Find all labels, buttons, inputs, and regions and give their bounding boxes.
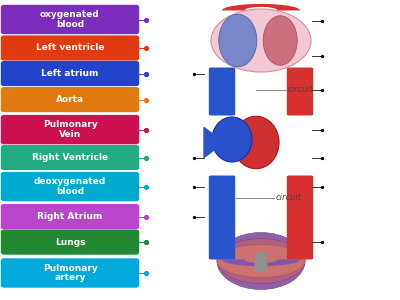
Text: Left atrium: Left atrium: [41, 69, 99, 78]
FancyBboxPatch shape: [287, 68, 313, 116]
Ellipse shape: [217, 244, 305, 278]
FancyBboxPatch shape: [1, 5, 139, 34]
Text: Pulmonary
artery: Pulmonary artery: [43, 264, 97, 282]
FancyBboxPatch shape: [209, 68, 235, 116]
Text: Aorta: Aorta: [56, 95, 84, 104]
Text: Lungs: Lungs: [55, 238, 85, 247]
FancyBboxPatch shape: [287, 176, 313, 260]
Ellipse shape: [219, 14, 257, 67]
FancyBboxPatch shape: [1, 204, 139, 229]
FancyBboxPatch shape: [1, 35, 139, 61]
Ellipse shape: [233, 116, 279, 169]
Circle shape: [255, 252, 268, 261]
PathPatch shape: [222, 260, 300, 266]
Ellipse shape: [211, 9, 311, 72]
Ellipse shape: [263, 16, 297, 65]
FancyBboxPatch shape: [1, 230, 139, 255]
Ellipse shape: [217, 238, 305, 284]
FancyBboxPatch shape: [1, 115, 139, 144]
Polygon shape: [204, 128, 224, 158]
Text: deoxygenated
blood: deoxygenated blood: [34, 177, 106, 196]
FancyBboxPatch shape: [1, 145, 139, 170]
Text: circuit: circuit: [276, 194, 302, 202]
PathPatch shape: [222, 4, 300, 11]
Text: Pulmonary
Vein: Pulmonary Vein: [43, 120, 97, 139]
Ellipse shape: [217, 232, 305, 290]
Text: Left ventricle: Left ventricle: [36, 44, 104, 52]
FancyBboxPatch shape: [209, 176, 235, 260]
FancyBboxPatch shape: [255, 258, 268, 272]
FancyBboxPatch shape: [1, 87, 139, 112]
Text: Right Ventricle: Right Ventricle: [32, 153, 108, 162]
FancyBboxPatch shape: [1, 172, 139, 201]
Ellipse shape: [212, 117, 252, 162]
FancyBboxPatch shape: [1, 61, 139, 86]
Text: circuit: circuit: [288, 85, 314, 94]
Text: oxygenated
blood: oxygenated blood: [40, 10, 100, 29]
FancyBboxPatch shape: [1, 258, 139, 288]
Text: Right Atrium: Right Atrium: [37, 212, 103, 221]
